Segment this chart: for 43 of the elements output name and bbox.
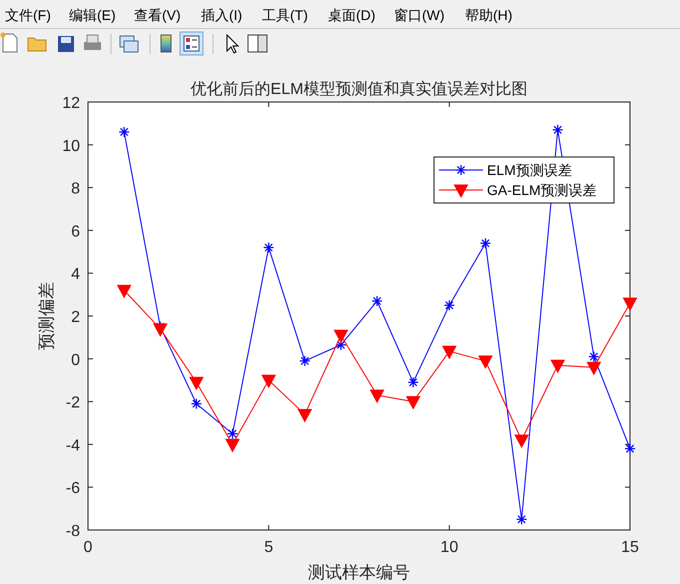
point — [262, 374, 276, 388]
legend-label: GA-ELM预测误差 — [487, 182, 597, 198]
text: 窗口(W) — [394, 7, 445, 23]
point — [478, 355, 492, 368]
x-tick-label: 5 — [264, 539, 274, 556]
point — [442, 346, 456, 359]
point — [153, 323, 168, 336]
y-axis-title: 预测偏差 — [37, 282, 56, 350]
y-tick-label: 0 — [71, 352, 80, 369]
text: 查看(V) — [134, 7, 181, 23]
y-tick-label: 12 — [62, 95, 80, 112]
point — [514, 434, 529, 448]
text: 桌面(D) — [328, 7, 376, 23]
text: 编辑(E) — [69, 7, 116, 23]
x-tick-label: 10 — [440, 539, 458, 556]
point — [370, 390, 384, 403]
y-tick-label: -6 — [66, 480, 80, 498]
y-tick-label: 6 — [71, 223, 80, 240]
y-tick-label: -4 — [66, 437, 80, 454]
point — [623, 298, 637, 311]
y-tick-label: 8 — [71, 180, 80, 198]
text: 帮助(H) — [465, 7, 512, 23]
y-tick-label: -8 — [66, 523, 80, 540]
y-tick-label: 4 — [71, 266, 80, 284]
point — [189, 376, 204, 390]
point — [226, 438, 240, 452]
chart-title: 优化前后的ELM模型预测值和真实值误差对比图 — [190, 80, 528, 98]
y-tick-label: -2 — [66, 394, 80, 412]
x-tick-label: 0 — [84, 539, 93, 556]
y-tick-label: 2 — [71, 309, 80, 326]
point — [586, 362, 601, 375]
text: 文件(F) — [5, 7, 51, 23]
y-tick-label: 10 — [62, 138, 80, 155]
text: 工具(T) — [262, 7, 308, 23]
text: 插入(I) — [201, 7, 242, 23]
point — [406, 396, 420, 410]
x-axis-title: 测试样本编号 — [308, 563, 410, 582]
point — [550, 360, 565, 373]
point — [334, 330, 348, 343]
point — [298, 408, 312, 422]
legend-label: ELM预测误差 — [487, 162, 572, 178]
point — [117, 284, 132, 298]
x-tick-label: 15 — [621, 539, 639, 556]
